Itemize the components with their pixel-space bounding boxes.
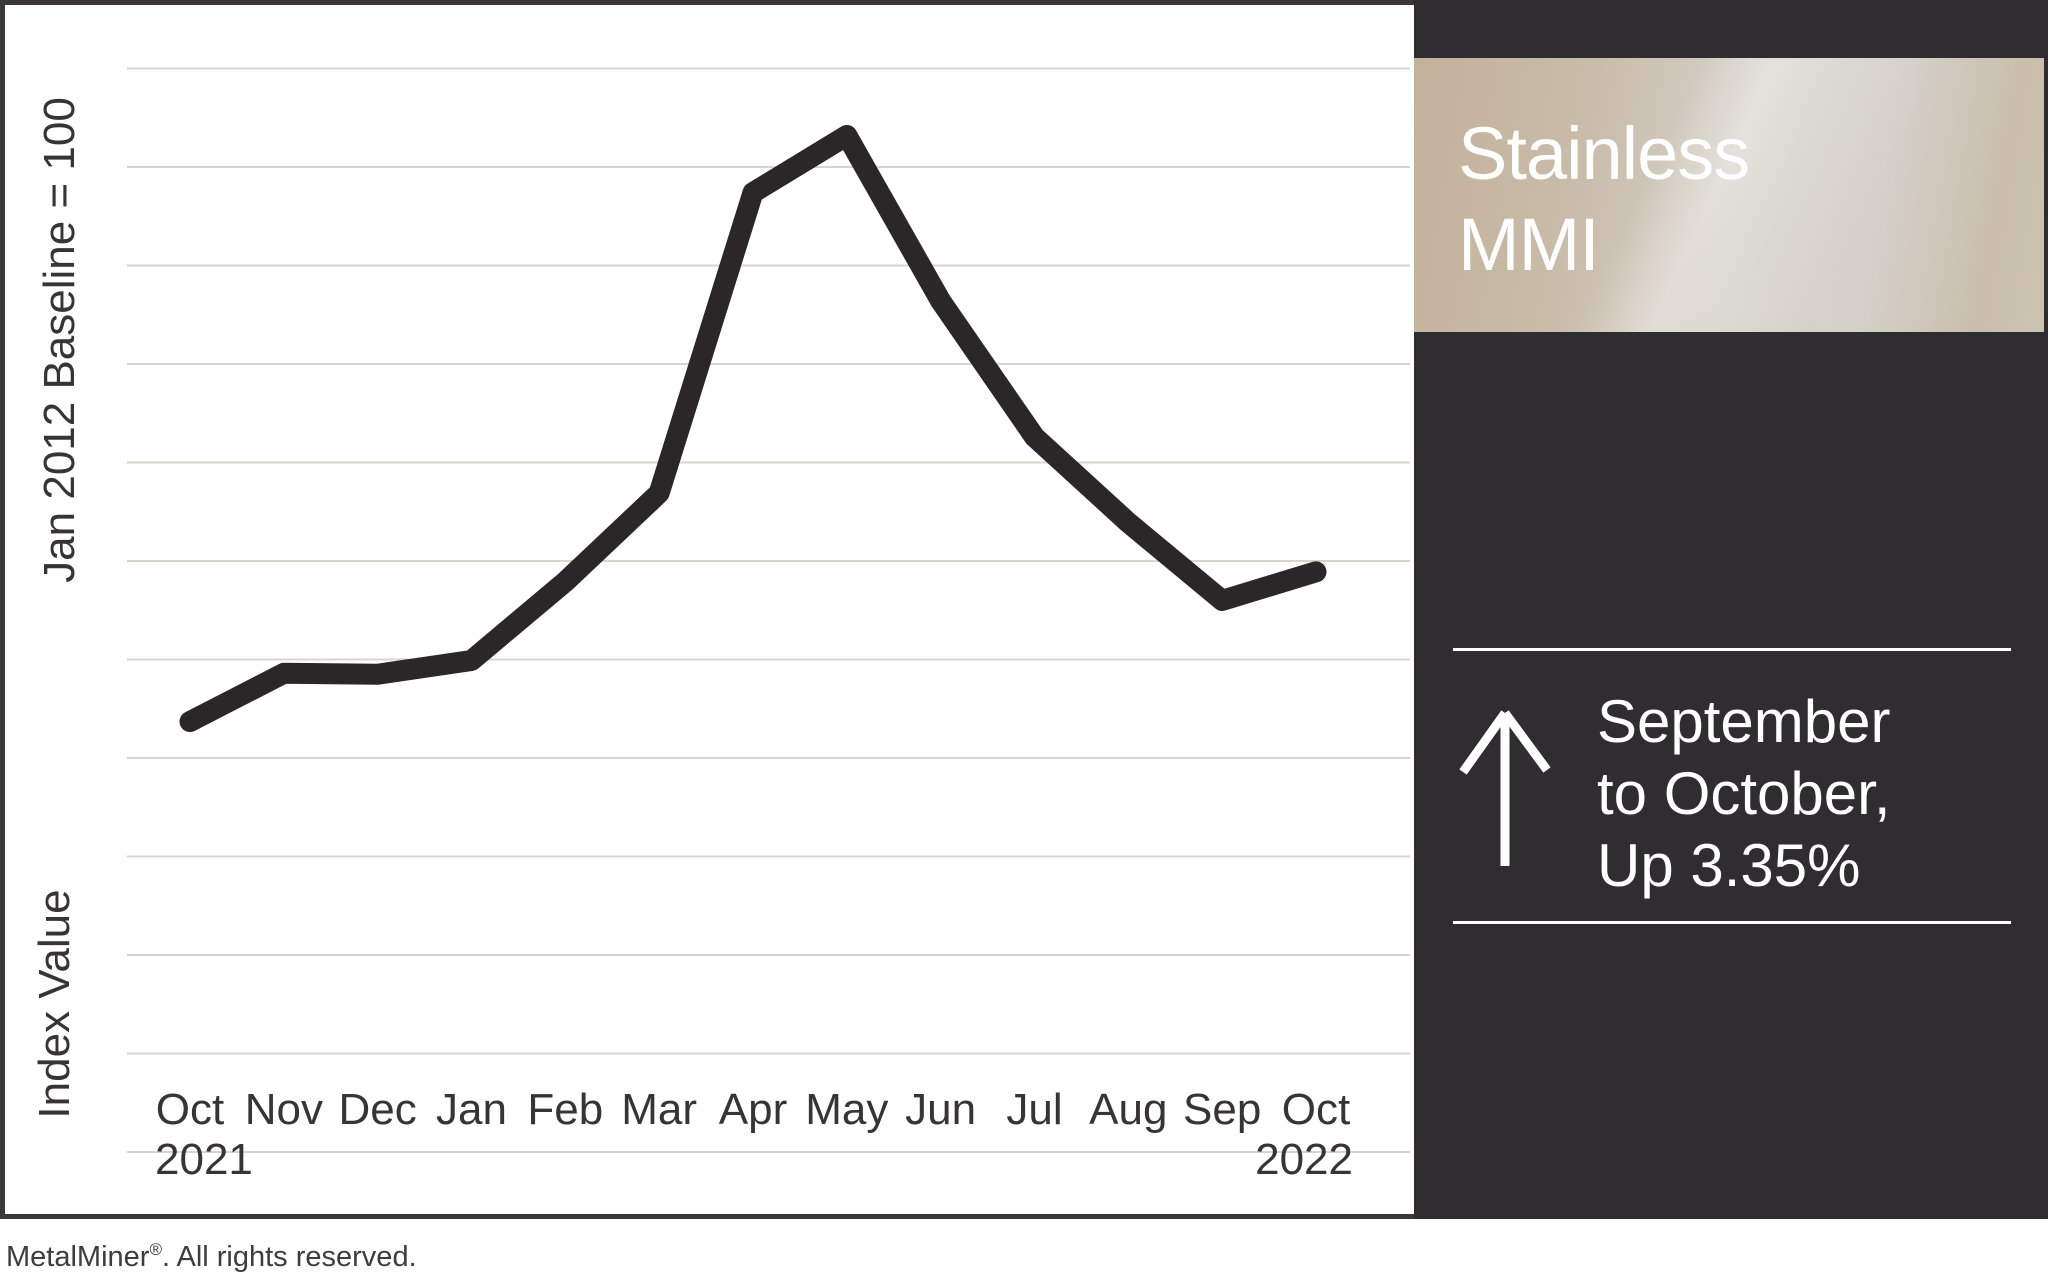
x-tick-label: Jun xyxy=(876,1085,1006,1135)
y-axis-label-index-value: Index Value xyxy=(30,889,79,1119)
chart-panel: Jan 2012 Baseline = 100 Index Value Oct 2… xyxy=(0,0,1414,1219)
index-value-line xyxy=(179,124,1327,733)
x-tick-label: May xyxy=(782,1085,912,1135)
stainless-mmi-line-chart xyxy=(127,67,1410,1153)
copyright-text: . All rights reserved. xyxy=(161,1241,417,1273)
x-tick-label: Sep xyxy=(1157,1085,1287,1135)
x-tick-month: Dec xyxy=(338,1085,417,1134)
sidebar: Stainless MMI September to October, Up 3… xyxy=(1414,0,2048,1219)
x-tick-label: Oct 2021 xyxy=(125,1085,255,1185)
y-axis-label-baseline: Jan 2012 Baseline = 100 xyxy=(35,97,84,583)
copyright-notice: MetalMiner®. All rights reserved. xyxy=(6,1240,417,1274)
x-tick-label: Jan xyxy=(407,1085,537,1135)
brand-name: MetalMiner xyxy=(6,1241,150,1273)
x-tick-month: Jan xyxy=(436,1085,507,1134)
x-tick-month: Mar xyxy=(621,1085,698,1134)
x-tick-month: Oct xyxy=(1281,1085,1351,1134)
chart-title: Stainless MMI xyxy=(1458,108,1750,290)
x-tick-label: Oct 2022 xyxy=(1251,1085,1381,1185)
x-tick-month: May xyxy=(805,1085,889,1134)
callout-divider-bottom xyxy=(1453,921,2011,924)
x-tick-year: 2022 xyxy=(1255,1135,1353,1184)
x-tick-month: Nov xyxy=(244,1085,323,1134)
registered-mark: ® xyxy=(149,1240,162,1259)
chart-title-line1: Stainless xyxy=(1458,112,1750,195)
x-tick-label: Jul xyxy=(970,1085,1100,1135)
x-tick-label: Apr xyxy=(688,1085,818,1135)
x-tick-month: Aug xyxy=(1089,1085,1168,1134)
x-tick-label: Mar xyxy=(594,1085,724,1135)
x-tick-label: Nov xyxy=(219,1085,349,1135)
x-tick-label: Dec xyxy=(313,1085,443,1135)
trend-callout-line2: to October, xyxy=(1597,760,1891,827)
x-tick-month: Sep xyxy=(1183,1085,1262,1134)
x-tick-month: Feb xyxy=(527,1085,604,1134)
chart-title-line2: MMI xyxy=(1458,203,1600,286)
callout-divider-top xyxy=(1453,648,2011,651)
x-tick-month: Jul xyxy=(1006,1085,1063,1134)
x-tick-label: Feb xyxy=(500,1085,630,1135)
x-tick-month: Jun xyxy=(905,1085,977,1134)
x-tick-year: 2021 xyxy=(155,1135,253,1184)
up-arrow-icon xyxy=(1459,710,1551,866)
trend-callout: September to October, Up 3.35% xyxy=(1597,686,1891,902)
title-band: Stainless MMI xyxy=(1414,58,2048,332)
x-tick-month: Apr xyxy=(718,1085,788,1134)
trend-callout-line3: Up 3.35% xyxy=(1597,832,1861,899)
trend-callout-line1: September xyxy=(1597,688,1891,755)
x-tick-month: Oct xyxy=(155,1085,225,1134)
x-tick-label: Aug xyxy=(1063,1085,1193,1135)
